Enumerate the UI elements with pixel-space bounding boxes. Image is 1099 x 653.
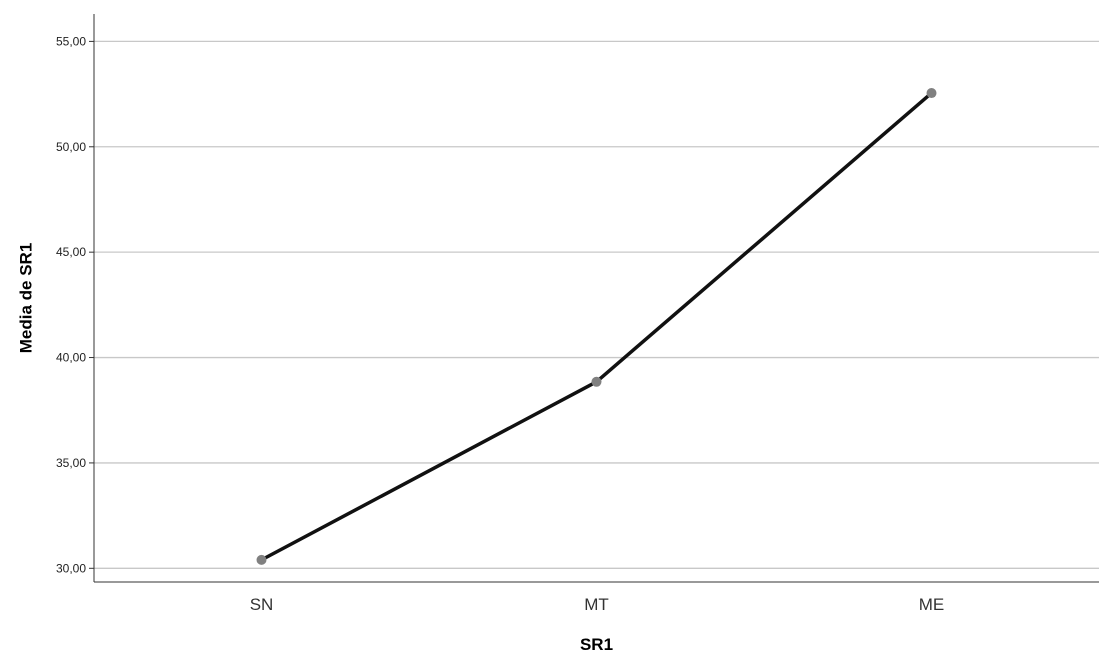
- data-point: [926, 88, 937, 99]
- y-axis-title: Media de SR1: [16, 243, 35, 354]
- axes: [93, 14, 1099, 583]
- y-tick-labels: 30,00 35,00 40,00 45,00 50,00 55,00: [56, 34, 94, 575]
- y-tick-label: 50,00: [56, 140, 86, 154]
- y-tick-label: 40,00: [56, 351, 86, 365]
- series-line: [259, 91, 934, 562]
- data-point: [591, 376, 602, 387]
- x-tick-label: SN: [250, 595, 274, 614]
- marker-layer: [256, 88, 937, 565]
- data-point: [256, 554, 267, 565]
- y-tick-label: 30,00: [56, 561, 86, 575]
- y-tick-label: 55,00: [56, 34, 86, 48]
- y-tick-label: 35,00: [56, 456, 86, 470]
- series-layer: [259, 91, 934, 562]
- x-tick-labels: SN MT ME: [250, 595, 945, 614]
- y-tick-label: 45,00: [56, 245, 86, 259]
- x-tick-label: ME: [919, 595, 945, 614]
- x-tick-label: MT: [584, 595, 609, 614]
- x-axis-title: SR1: [580, 635, 613, 653]
- gridlines: [94, 40, 1099, 569]
